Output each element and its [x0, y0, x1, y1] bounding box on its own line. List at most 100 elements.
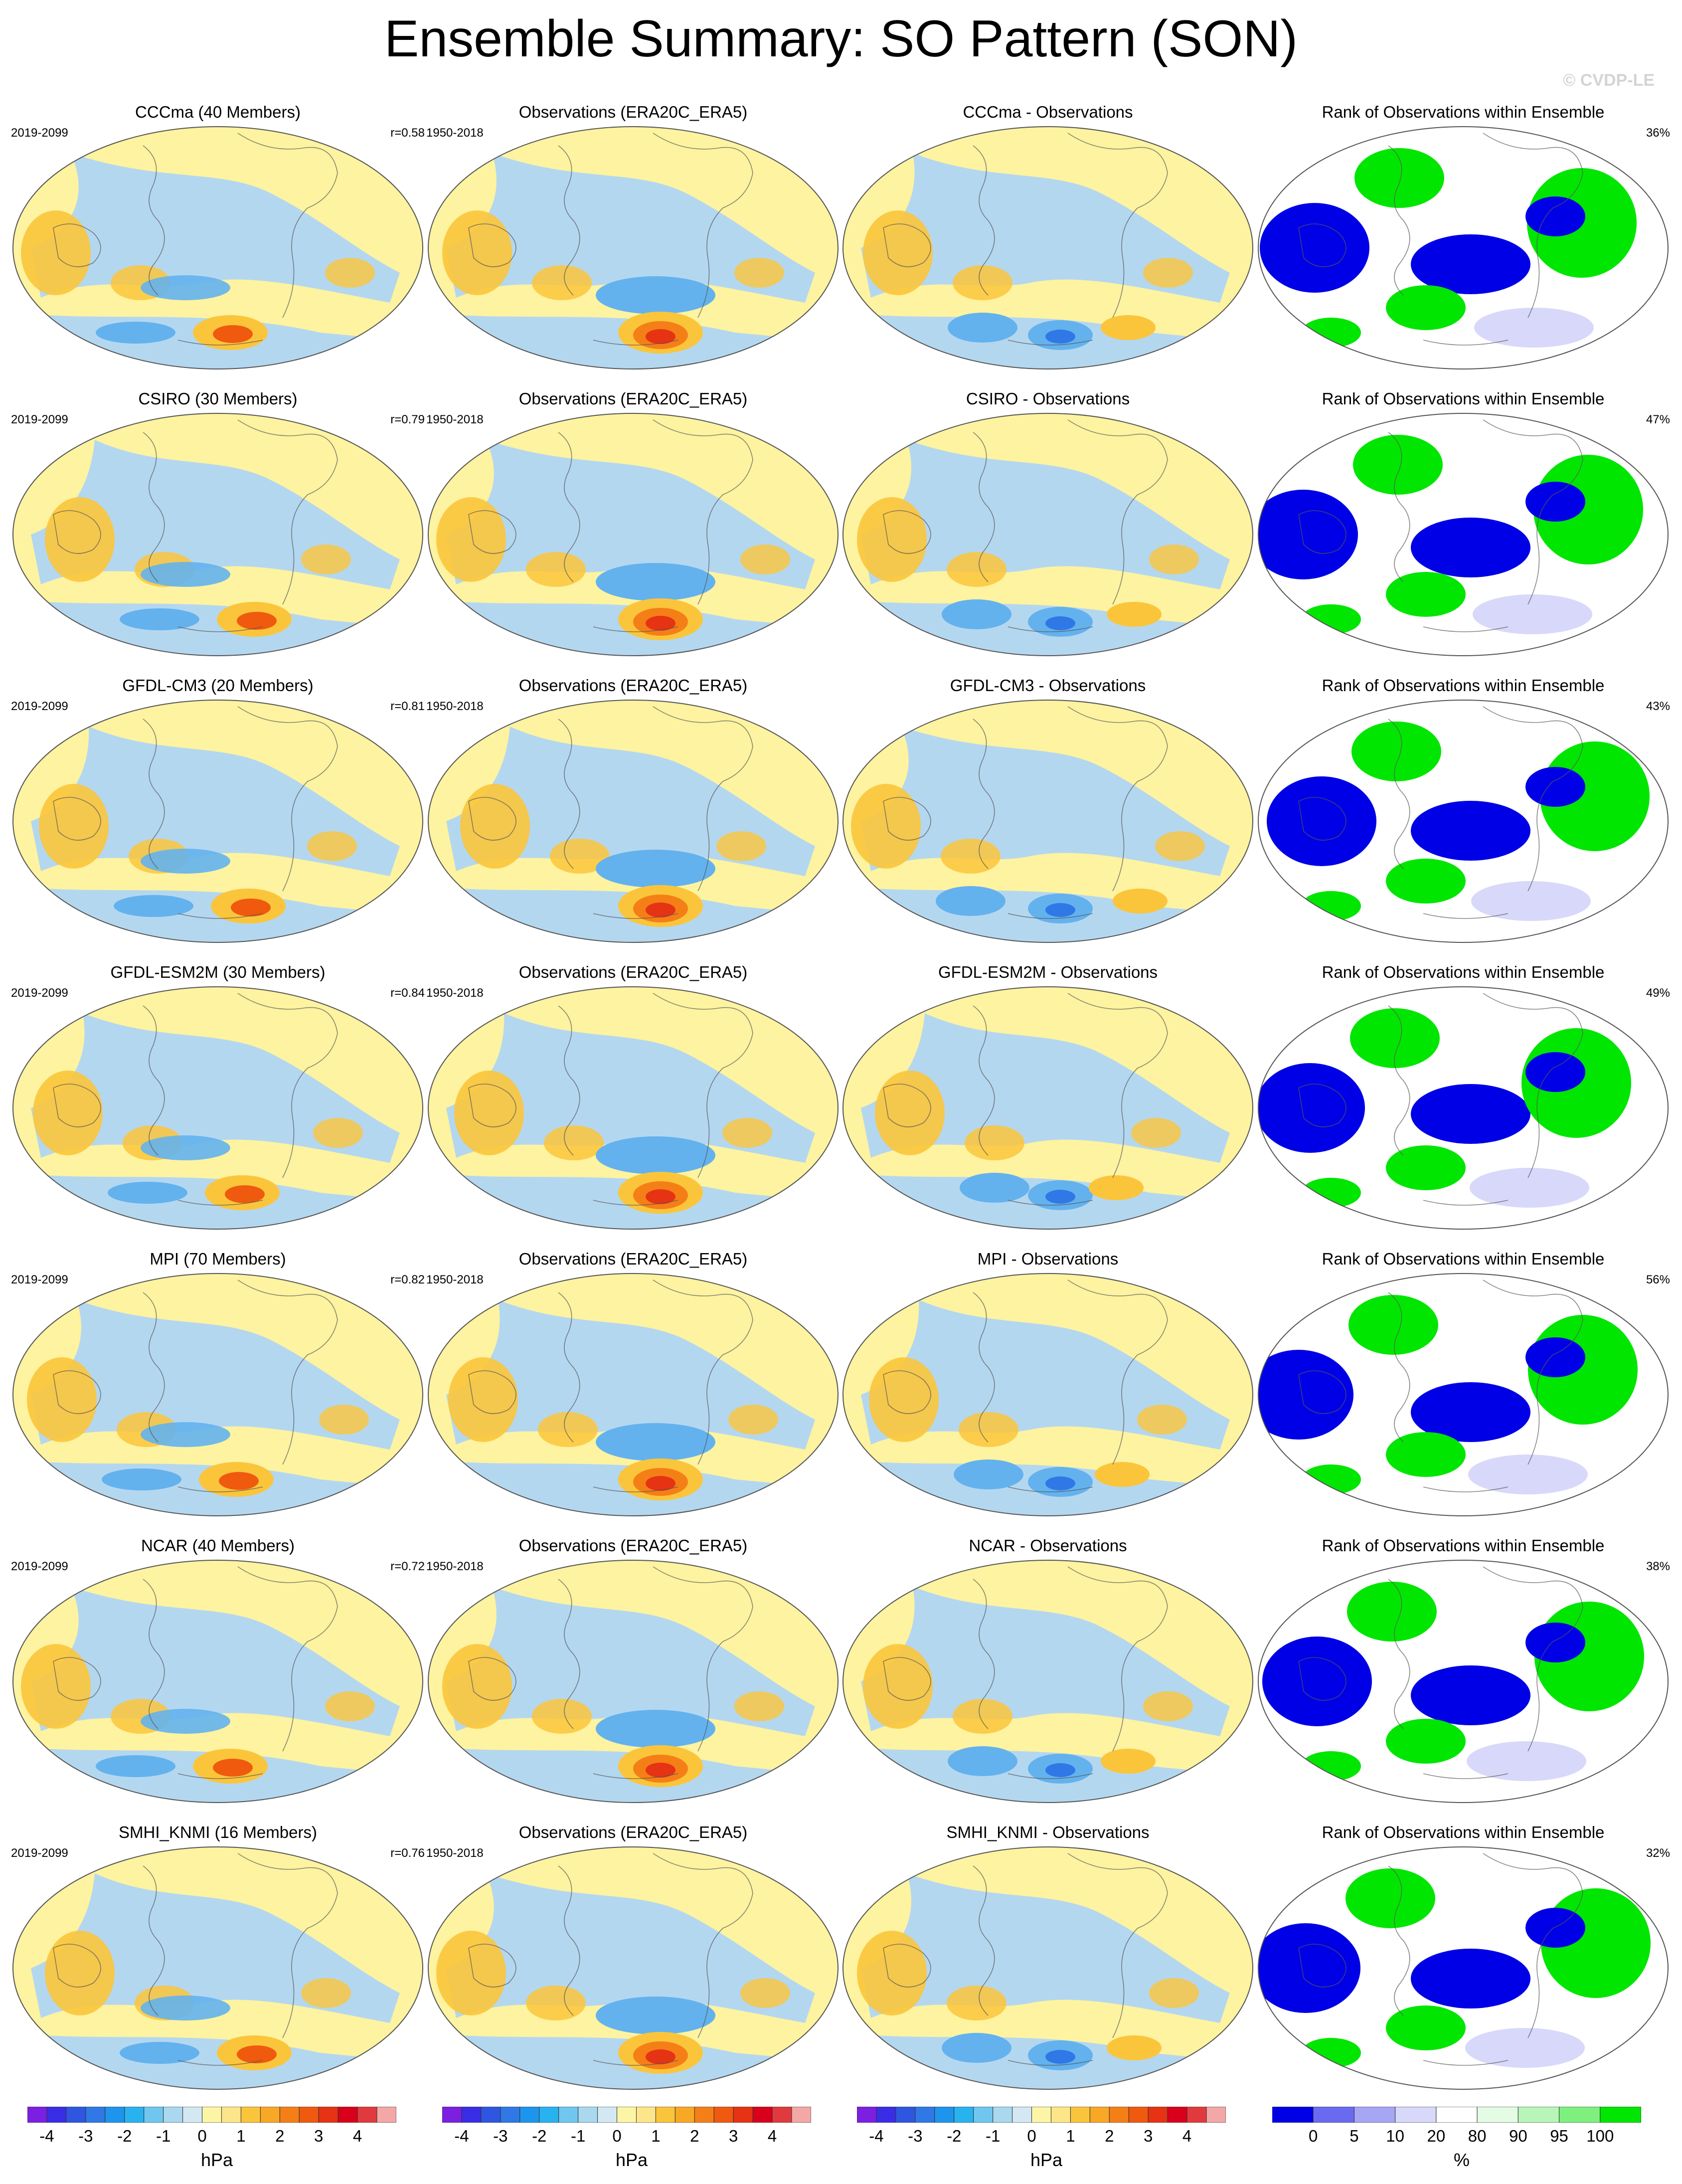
map-panel-obs: Observations (ERA20C_ERA5) 1950-2018: [426, 676, 840, 945]
panel-period-label: 2019-2099: [11, 1273, 68, 1286]
panel-period-label: 2019-2099: [11, 1560, 68, 1573]
panel-title: MPI - Observations: [977, 1250, 1119, 1268]
panel-period-label: 2019-2099: [11, 413, 68, 426]
colorbar-swatch: [202, 2106, 222, 2123]
panel-correlation-label: r=0.58: [390, 126, 425, 140]
pressure-anomaly-map: [12, 413, 423, 656]
map-panel-model: CCCma (40 Members) 2019-2099 r=0.58: [11, 102, 425, 371]
panel-correlation-label: r=0.84: [390, 986, 425, 1000]
panel-title: Rank of Observations within Ensemble: [1322, 963, 1605, 981]
colorbar-hpa-1: -4 -3 -2 -1 0 1 2 3 4 hPa: [27, 2106, 397, 2170]
pressure-anomaly-map: [12, 1560, 423, 1803]
colorbar-swatch: [973, 2106, 994, 2123]
colorbar-swatch: [1436, 2106, 1478, 2123]
panel-correlation-label: r=0.76: [390, 1846, 425, 1860]
panel-title: Observations (ERA20C_ERA5): [518, 103, 748, 121]
colorbar-tick-label: 2: [1105, 2127, 1114, 2145]
colorbar-swatch: [105, 2106, 125, 2123]
colorbar-tick-label: -3: [908, 2127, 923, 2145]
colorbar-swatch: [636, 2106, 656, 2123]
map-panel-obs: Observations (ERA20C_ERA5) 1950-2018: [426, 1536, 840, 1805]
map-panel-rank: Rank of Observations within Ensemble 38%: [1256, 1536, 1670, 1805]
panel-title: Observations (ERA20C_ERA5): [518, 676, 748, 695]
colorbar-tick-label: 4: [767, 2127, 777, 2145]
colorbar-swatch: [539, 2106, 559, 2123]
panel-title: Rank of Observations within Ensemble: [1322, 676, 1605, 695]
map-panel-model: MPI (70 Members) 2019-2099 r=0.82: [11, 1249, 425, 1518]
panel-title: Observations (ERA20C_ERA5): [518, 1536, 748, 1555]
colorbar-tick-label: 80: [1468, 2127, 1487, 2145]
panel-title: GFDL-ESM2M - Observations: [938, 963, 1158, 981]
panel-title: NCAR (40 Members): [141, 1536, 295, 1555]
colorbar-tick-label: -1: [570, 2127, 586, 2145]
colorbar-hpa-3: -4 -3 -2 -1 0 1 2 3 4 hPa: [856, 2106, 1226, 2170]
colorbar-swatch: [617, 2106, 637, 2123]
pressure-anomaly-map: [842, 1273, 1253, 1516]
colorbar-tick-label: -4: [39, 2127, 54, 2145]
colorbar-swatch: [1089, 2106, 1110, 2123]
panel-period-label: 1950-2018: [426, 1273, 484, 1286]
panel-title: CSIRO - Observations: [966, 389, 1130, 408]
colorbar-swatch: [655, 2106, 675, 2123]
colorbar-tick-label: 2: [275, 2127, 285, 2145]
panel-period-label: 2019-2099: [11, 700, 68, 713]
pressure-anomaly-map: [428, 413, 839, 656]
colorbar-swatch: [376, 2106, 397, 2123]
colorbar-tick-label: 1: [236, 2127, 246, 2145]
colorbar-swatch: [240, 2106, 261, 2123]
colorbar-swatch: [1109, 2106, 1129, 2123]
colorbar-swatch: [1206, 2106, 1226, 2123]
colorbar-swatch: [1559, 2106, 1601, 2123]
colorbar-swatch: [299, 2106, 319, 2123]
map-panel-model: GFDL-CM3 (20 Members) 2019-2099 r=0.81: [11, 676, 425, 945]
colorbar-hpa-2: -4 -3 -2 -1 0 1 2 3 4 hPa: [442, 2106, 812, 2170]
panel-rank-percent: 36%: [1646, 126, 1670, 140]
panel-rank-percent: 43%: [1646, 700, 1670, 713]
colorbar-tick-label: -3: [493, 2127, 508, 2145]
colorbar-swatch: [221, 2106, 241, 2123]
colorbar-tick-label: 1: [1066, 2127, 1075, 2145]
panel-title: Rank of Observations within Ensemble: [1322, 1823, 1605, 1841]
map-panel-obs: Observations (ERA20C_ERA5) 1950-2018: [426, 102, 840, 371]
map-panel-rank: Rank of Observations within Ensemble 49%: [1256, 962, 1670, 1232]
colorbar-swatch: [1272, 2106, 1314, 2123]
colorbar-tick-label: 2: [690, 2127, 699, 2145]
map-panel-obs: Observations (ERA20C_ERA5) 1950-2018: [426, 389, 840, 658]
panel-correlation-label: r=0.82: [390, 1273, 425, 1286]
colorbar-swatch: [279, 2106, 300, 2123]
pressure-anomaly-map: [428, 1560, 839, 1803]
colorbar-swatch: [674, 2106, 695, 2123]
colorbar-swatch: [1031, 2106, 1051, 2123]
pressure-anomaly-map: [428, 126, 839, 369]
panel-title: GFDL-ESM2M (30 Members): [110, 963, 326, 981]
colorbar-tick-label: 95: [1550, 2127, 1568, 2145]
pressure-anomaly-map: [842, 1560, 1253, 1803]
colorbar-swatch: [1070, 2106, 1090, 2123]
colorbar-swatch: [1600, 2106, 1642, 2123]
colorbar-swatch: [694, 2106, 714, 2123]
colorbar-swatch: [519, 2106, 540, 2123]
colorbar-tick-label: -2: [947, 2127, 962, 2145]
panel-title: Observations (ERA20C_ERA5): [518, 1250, 748, 1268]
panel-title: Rank of Observations within Ensemble: [1322, 1536, 1605, 1555]
map-panel-model: SMHI_KNMI (16 Members) 2019-2099 r=0.76: [11, 1822, 425, 2092]
panel-period-label: 1950-2018: [426, 986, 484, 1000]
rank-map: [1258, 413, 1669, 656]
colorbar-tick-label: -3: [78, 2127, 93, 2145]
colorbar-tick-label: 5: [1349, 2127, 1359, 2145]
colorbar-tick-label: 4: [352, 2127, 362, 2145]
map-panel-diff: CCCma - Observations: [841, 102, 1255, 371]
panel-period-label: 1950-2018: [426, 413, 484, 426]
colorbar-swatches: [27, 2106, 397, 2123]
colorbar-swatch: [1395, 2106, 1437, 2123]
colorbar-swatch: [1353, 2106, 1396, 2123]
colorbar-swatch: [85, 2106, 106, 2123]
colorbar-swatch: [500, 2106, 520, 2123]
colorbar-swatch: [357, 2106, 377, 2123]
colorbar-swatch: [713, 2106, 734, 2123]
colorbar-swatch: [772, 2106, 792, 2123]
colorbar-tick-label: 4: [1182, 2127, 1192, 2145]
panel-period-label: 2019-2099: [11, 986, 68, 1000]
pressure-anomaly-map: [428, 1273, 839, 1516]
colorbar-swatch: [934, 2106, 955, 2123]
